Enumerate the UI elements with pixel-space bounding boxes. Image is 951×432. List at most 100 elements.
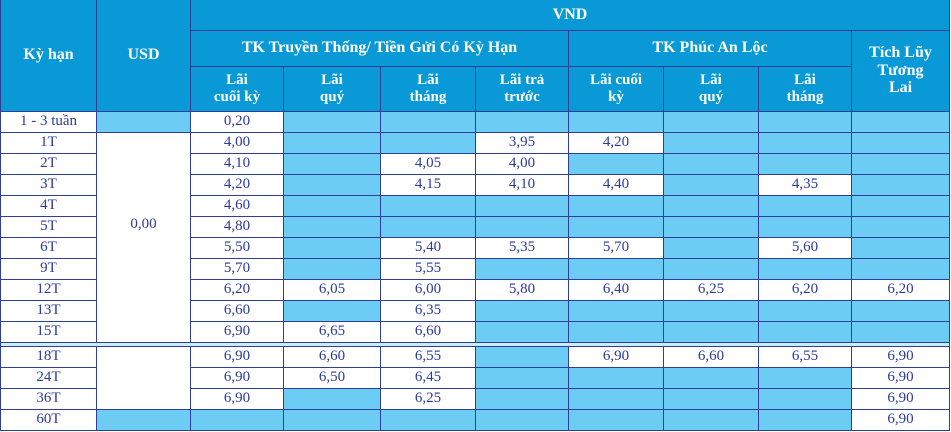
rate-cell: 6,60 — [380, 320, 476, 343]
empty-cell — [380, 131, 476, 154]
rate-cell: 6,55 — [758, 345, 852, 368]
empty-cell — [758, 110, 852, 133]
table-row: 60T 6,90 — [0, 408, 951, 431]
rate-cell: 4,80 — [190, 215, 284, 238]
group-header-phuc-an-loc: TK Phúc An Lộc — [568, 29, 852, 67]
empty-cell — [758, 215, 852, 238]
rate-cell: 6,90 — [190, 366, 284, 389]
table-row: 12T 6,20 6,05 6,00 5,80 6,40 6,25 6,20 6,20 — [0, 278, 951, 301]
empty-cell — [758, 152, 852, 175]
usd-rate-cell: 0,00 — [96, 131, 191, 343]
term-label: 18T — [0, 345, 97, 368]
rate-cell: 4,60 — [190, 194, 284, 217]
empty-cell — [283, 387, 381, 410]
empty-cell — [475, 299, 569, 322]
rate-cell: 4,40 — [568, 173, 664, 196]
empty-cell — [663, 152, 759, 175]
rate-cell: 6,40 — [568, 278, 664, 301]
rate-cell: 5,80 — [475, 278, 569, 301]
empty-cell — [568, 408, 664, 431]
empty-cell — [283, 110, 381, 133]
usd-empty-cell — [96, 110, 191, 133]
rate-cell: 4,00 — [190, 131, 284, 154]
rate-cell: 4,10 — [190, 152, 284, 175]
empty-cell — [758, 257, 852, 280]
column-header-tich-luy-tuong-lai: Tích Lũy Tương Lai — [850, 29, 951, 112]
rate-cell: 4,35 — [758, 173, 852, 196]
empty-cell — [190, 408, 284, 431]
rate-cell: 6,65 — [283, 320, 381, 343]
rate-cell: 4,10 — [475, 173, 569, 196]
subheader-tt-lai-quy: Lãi quý — [283, 65, 381, 112]
rate-cell: 5,70 — [190, 257, 284, 280]
group-header-traditional-deposit: TK Truyền Thống/ Tiền Gửi Có Kỳ Hạn — [190, 29, 569, 67]
empty-cell — [475, 215, 569, 238]
empty-cell — [475, 110, 569, 133]
term-label: 5T — [0, 215, 97, 238]
empty-cell — [663, 299, 759, 322]
rate-cell: 5,55 — [380, 257, 476, 280]
empty-cell — [475, 387, 569, 410]
empty-cell — [850, 110, 951, 133]
usd-rate-cell — [96, 345, 191, 410]
rate-cell: 6,00 — [380, 278, 476, 301]
empty-cell — [380, 194, 476, 217]
empty-cell — [663, 131, 759, 154]
rate-cell: 6,90 — [850, 366, 951, 389]
column-header-usd: USD — [96, 0, 191, 112]
subheader-tt-lai-tra-truoc: Lãi trả trước — [475, 65, 569, 112]
empty-cell — [283, 257, 381, 280]
empty-cell — [663, 236, 759, 259]
empty-cell — [568, 299, 664, 322]
subheader-tt-lai-cuoi-ky: Lãi cuối kỳ — [190, 65, 284, 112]
empty-cell — [663, 257, 759, 280]
empty-cell — [283, 236, 381, 259]
rate-cell: 6,90 — [850, 387, 951, 410]
rate-cell: 4,15 — [380, 173, 476, 196]
empty-cell — [663, 366, 759, 389]
empty-cell — [758, 320, 852, 343]
rate-cell: 5,40 — [380, 236, 476, 259]
rate-cell: 6,35 — [380, 299, 476, 322]
empty-cell — [283, 152, 381, 175]
empty-cell — [380, 215, 476, 238]
header-row-groups: TK Truyền Thống/ Tiền Gửi Có Kỳ Hạn TK P… — [1, 29, 951, 112]
term-label: 12T — [0, 278, 97, 301]
usd-empty-cell — [96, 408, 191, 431]
empty-cell — [758, 131, 852, 154]
rate-cell: 4,05 — [380, 152, 476, 175]
table-row: 6T 5,50 5,40 5,35 5,70 5,60 — [0, 236, 951, 259]
empty-cell — [283, 299, 381, 322]
empty-cell — [663, 194, 759, 217]
rate-cell: 4,20 — [568, 131, 664, 154]
empty-cell — [283, 131, 381, 154]
rate-cell: 6,25 — [380, 387, 476, 410]
term-label: 15T — [0, 320, 97, 343]
term-label: 60T — [0, 408, 97, 431]
term-label: 1T — [0, 131, 97, 154]
empty-cell — [758, 299, 852, 322]
empty-cell — [568, 152, 664, 175]
rate-cell: 3,95 — [475, 131, 569, 154]
column-header-term: Kỳ hạn — [0, 0, 97, 112]
rate-cell: 6,20 — [758, 278, 852, 301]
empty-cell — [283, 408, 381, 431]
empty-cell — [663, 110, 759, 133]
rate-cell: 6,60 — [190, 299, 284, 322]
empty-cell — [475, 194, 569, 217]
empty-cell — [568, 366, 664, 389]
empty-cell — [850, 131, 951, 154]
empty-cell — [568, 194, 664, 217]
table-row: 1 - 3 tuần 0,20 — [0, 110, 951, 133]
header-row-subcolumns: Lãi cuối kỳ Lãi quý Lãi tháng Lãi trả tr… — [1, 65, 950, 112]
rate-cell: 6,60 — [283, 345, 381, 368]
empty-cell — [568, 110, 664, 133]
empty-cell — [568, 320, 664, 343]
empty-cell — [475, 345, 569, 368]
empty-cell — [283, 173, 381, 196]
empty-cell — [850, 152, 951, 175]
rate-cell: 5,35 — [475, 236, 569, 259]
rate-table-body: 1 - 3 tuần 0,20 1T 0,00 4,00 3,95 4,20 2T 4,10 4,… — [0, 110, 951, 431]
empty-cell — [850, 320, 951, 343]
rate-cell: 6,55 — [380, 345, 476, 368]
